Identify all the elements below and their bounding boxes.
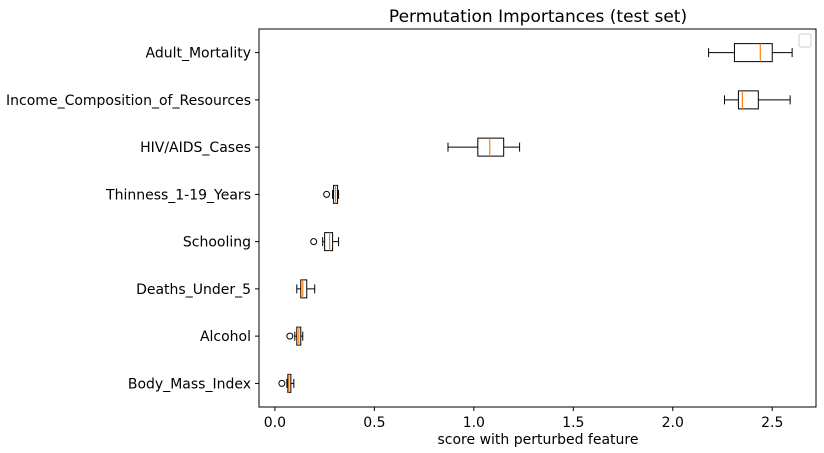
box-rect bbox=[324, 232, 334, 252]
y-axis: Body_Mass_Index Alcohol Deaths_Under_5 Scho… bbox=[6, 46, 259, 392]
y-tick-label: Thinness_1-19_Years bbox=[105, 187, 251, 203]
box-group bbox=[278, 373, 295, 393]
flier-point bbox=[286, 332, 294, 340]
box-group bbox=[723, 90, 791, 110]
y-tick-label: Deaths_Under_5 bbox=[136, 282, 251, 298]
boxes-layer bbox=[278, 43, 793, 393]
x-tick-label: 2.5 bbox=[761, 415, 783, 431]
box-group bbox=[296, 279, 316, 299]
x-tick-label: 1.5 bbox=[562, 415, 584, 431]
flier-point bbox=[310, 238, 318, 246]
box-group bbox=[447, 137, 521, 157]
box-rect bbox=[737, 90, 759, 110]
legend-box bbox=[798, 33, 812, 48]
x-axis-label: score with perturbed feature bbox=[438, 432, 639, 448]
y-tick-label: Adult_Mortality bbox=[146, 46, 252, 62]
y-tick-label: Schooling bbox=[183, 235, 251, 251]
box-group bbox=[323, 184, 340, 204]
x-tick-label: 0.5 bbox=[363, 415, 385, 431]
y-tick-label: Income_Composition_of_Resources bbox=[6, 93, 251, 109]
x-tick-label: 0.0 bbox=[264, 415, 286, 431]
flier-point bbox=[278, 379, 286, 387]
box-group bbox=[310, 232, 340, 252]
box-rect bbox=[477, 137, 505, 157]
box-rect bbox=[300, 279, 308, 299]
x-tick-label: 2.0 bbox=[662, 415, 684, 431]
y-tick-label: Alcohol bbox=[200, 329, 251, 345]
y-tick-label: Body_Mass_Index bbox=[128, 376, 251, 392]
box-group bbox=[708, 43, 793, 63]
x-axis: 0.0 0.5 1.0 1.5 2.0 2.5 bbox=[264, 407, 783, 431]
plot-frame bbox=[258, 28, 817, 408]
x-tick-label: 1.0 bbox=[463, 415, 485, 431]
box-group bbox=[286, 326, 304, 346]
y-tick-label: HIV/AIDS_Cases bbox=[140, 140, 251, 156]
chart-title: Permutation Importances (test set) bbox=[389, 7, 687, 27]
flier-point bbox=[323, 190, 331, 198]
box-rect bbox=[733, 43, 773, 63]
